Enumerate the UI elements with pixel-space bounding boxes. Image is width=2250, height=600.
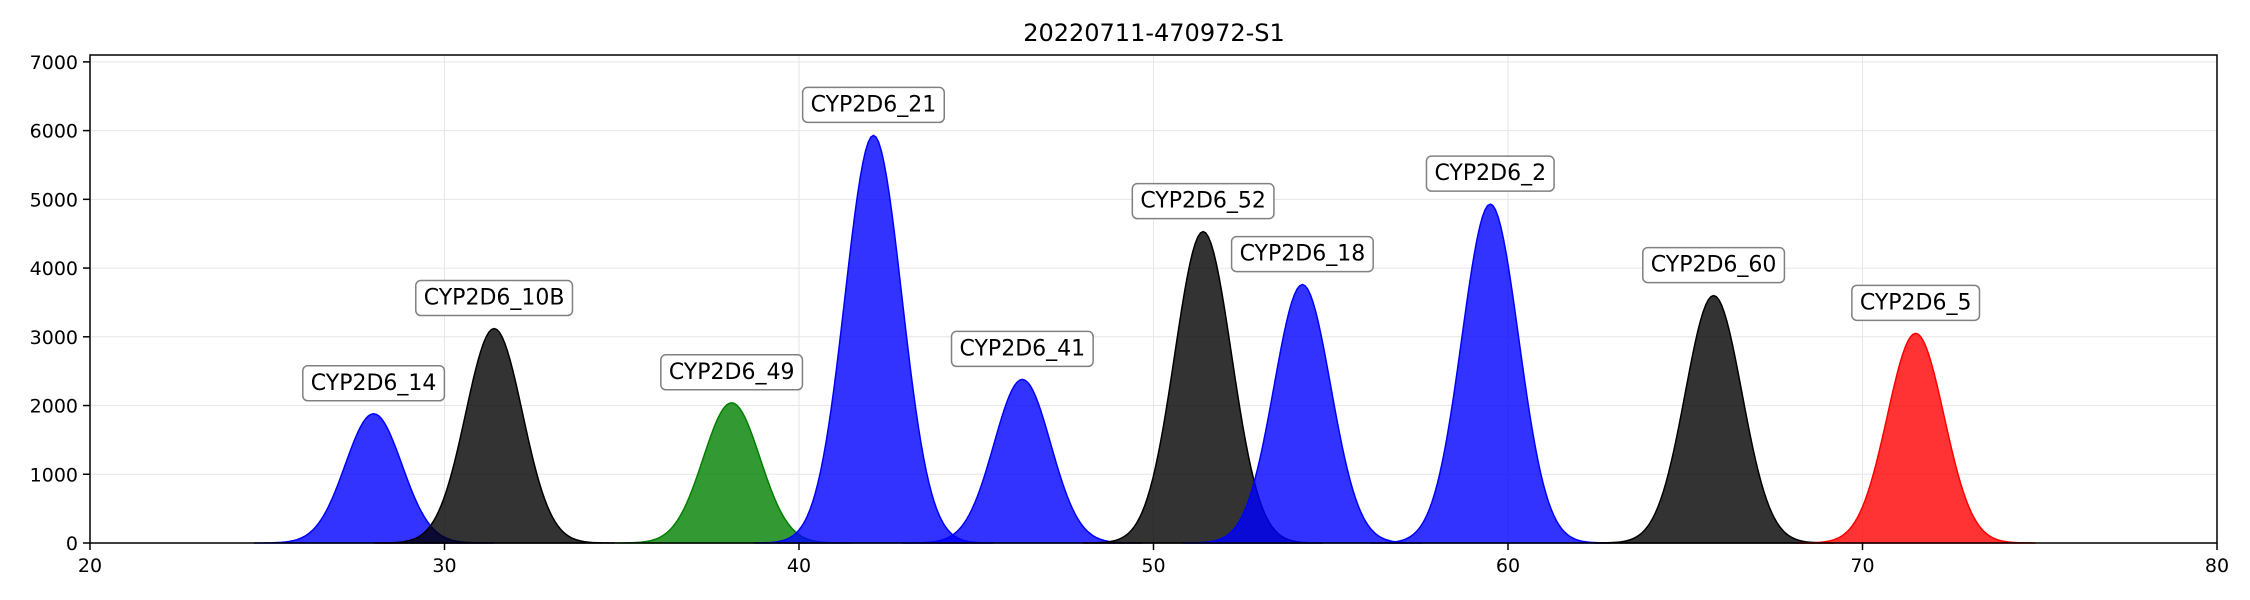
x-tick-label: 50 [1141,555,1165,577]
peak-label-text: CYP2D6_10B [424,286,565,311]
x-tick-label: 70 [1850,555,1874,577]
peak-label-cyp2d6-2: CYP2D6_2 [1425,155,1555,192]
peak-label-cyp2d6-21: CYP2D6_21 [801,86,945,124]
peak-label-cyp2d6-49: CYP2D6_49 [660,354,804,391]
y-tick-label: 0 [66,533,78,555]
peak-label-box [1230,235,1374,273]
peak-label-text: CYP2D6_41 [960,336,1086,361]
peak-label-cyp2d6-14: CYP2D6_14 [302,365,446,402]
peak-label-text: CYP2D6_2 [1434,161,1546,186]
peak-label-cyp2d6-5: CYP2D6_5 [1851,284,1981,322]
peak-label-box [415,279,574,317]
peak-label-box [1425,155,1555,192]
peak-label-box [1851,284,1981,322]
peak-labels: CYP2D6_14 CYP2D6_10B CYP2D6_49 CYP2D6_21 CYP… [302,86,1981,402]
peak-label-box [660,354,804,391]
x-tick-label: 20 [78,555,102,577]
peak-label-cyp2d6-18: CYP2D6_18 [1230,235,1374,273]
y-tick-label: 5000 [30,189,78,211]
peak-label-text: CYP2D6_21 [811,92,937,117]
peak-label-box [950,330,1094,368]
x-tick-label: 60 [1496,555,1520,577]
peak-cyp2d6-18 [1182,283,1423,544]
peaks [253,134,2036,544]
peak-label-text: CYP2D6_60 [1651,253,1777,278]
y-tick-label: 3000 [30,327,78,349]
peak-label-cyp2d6-52: CYP2D6_52 [1131,182,1275,220]
y-tick-label: 2000 [30,396,78,418]
peak-label-box [1642,246,1786,284]
peak-label-cyp2d6-10b: CYP2D6_10B [415,279,574,317]
peak-label-text: CYP2D6_18 [1240,242,1366,267]
y-tick-label: 7000 [30,52,78,74]
peak-label-text: CYP2D6_52 [1140,189,1266,214]
x-tick-label: 40 [787,555,811,577]
chart-title: 20220711-470972-S1 [1023,19,1285,47]
peak-label-text: CYP2D6_14 [311,371,437,396]
y-tick-label: 6000 [30,121,78,143]
x-tick-label: 30 [432,555,456,577]
peak-label-text: CYP2D6_49 [669,360,795,385]
peak-cyp2d6-41 [902,378,1143,544]
peak-cyp2d6-5 [1795,332,2036,544]
peak-label-box [302,365,446,402]
y-tick-label: 1000 [30,464,78,486]
peak-label-box [801,86,945,124]
x-tick-label: 80 [2205,555,2229,577]
axis-ticks: 20 30 40 50 60 70 80 0 1000 2000 3000 4000 5000 6000 7… [30,52,2229,577]
peak-label-text: CYP2D6_5 [1860,290,1972,315]
peak-cyp2d6-2 [1370,203,1611,544]
peak-label-cyp2d6-60: CYP2D6_60 [1642,246,1786,284]
peak-label-box [1131,182,1275,220]
peak-label-cyp2d6-41: CYP2D6_41 [950,330,1094,368]
y-tick-label: 4000 [30,258,78,280]
peak-cyp2d6-10b [374,327,614,544]
peak-cyp2d6-60 [1593,294,1834,544]
